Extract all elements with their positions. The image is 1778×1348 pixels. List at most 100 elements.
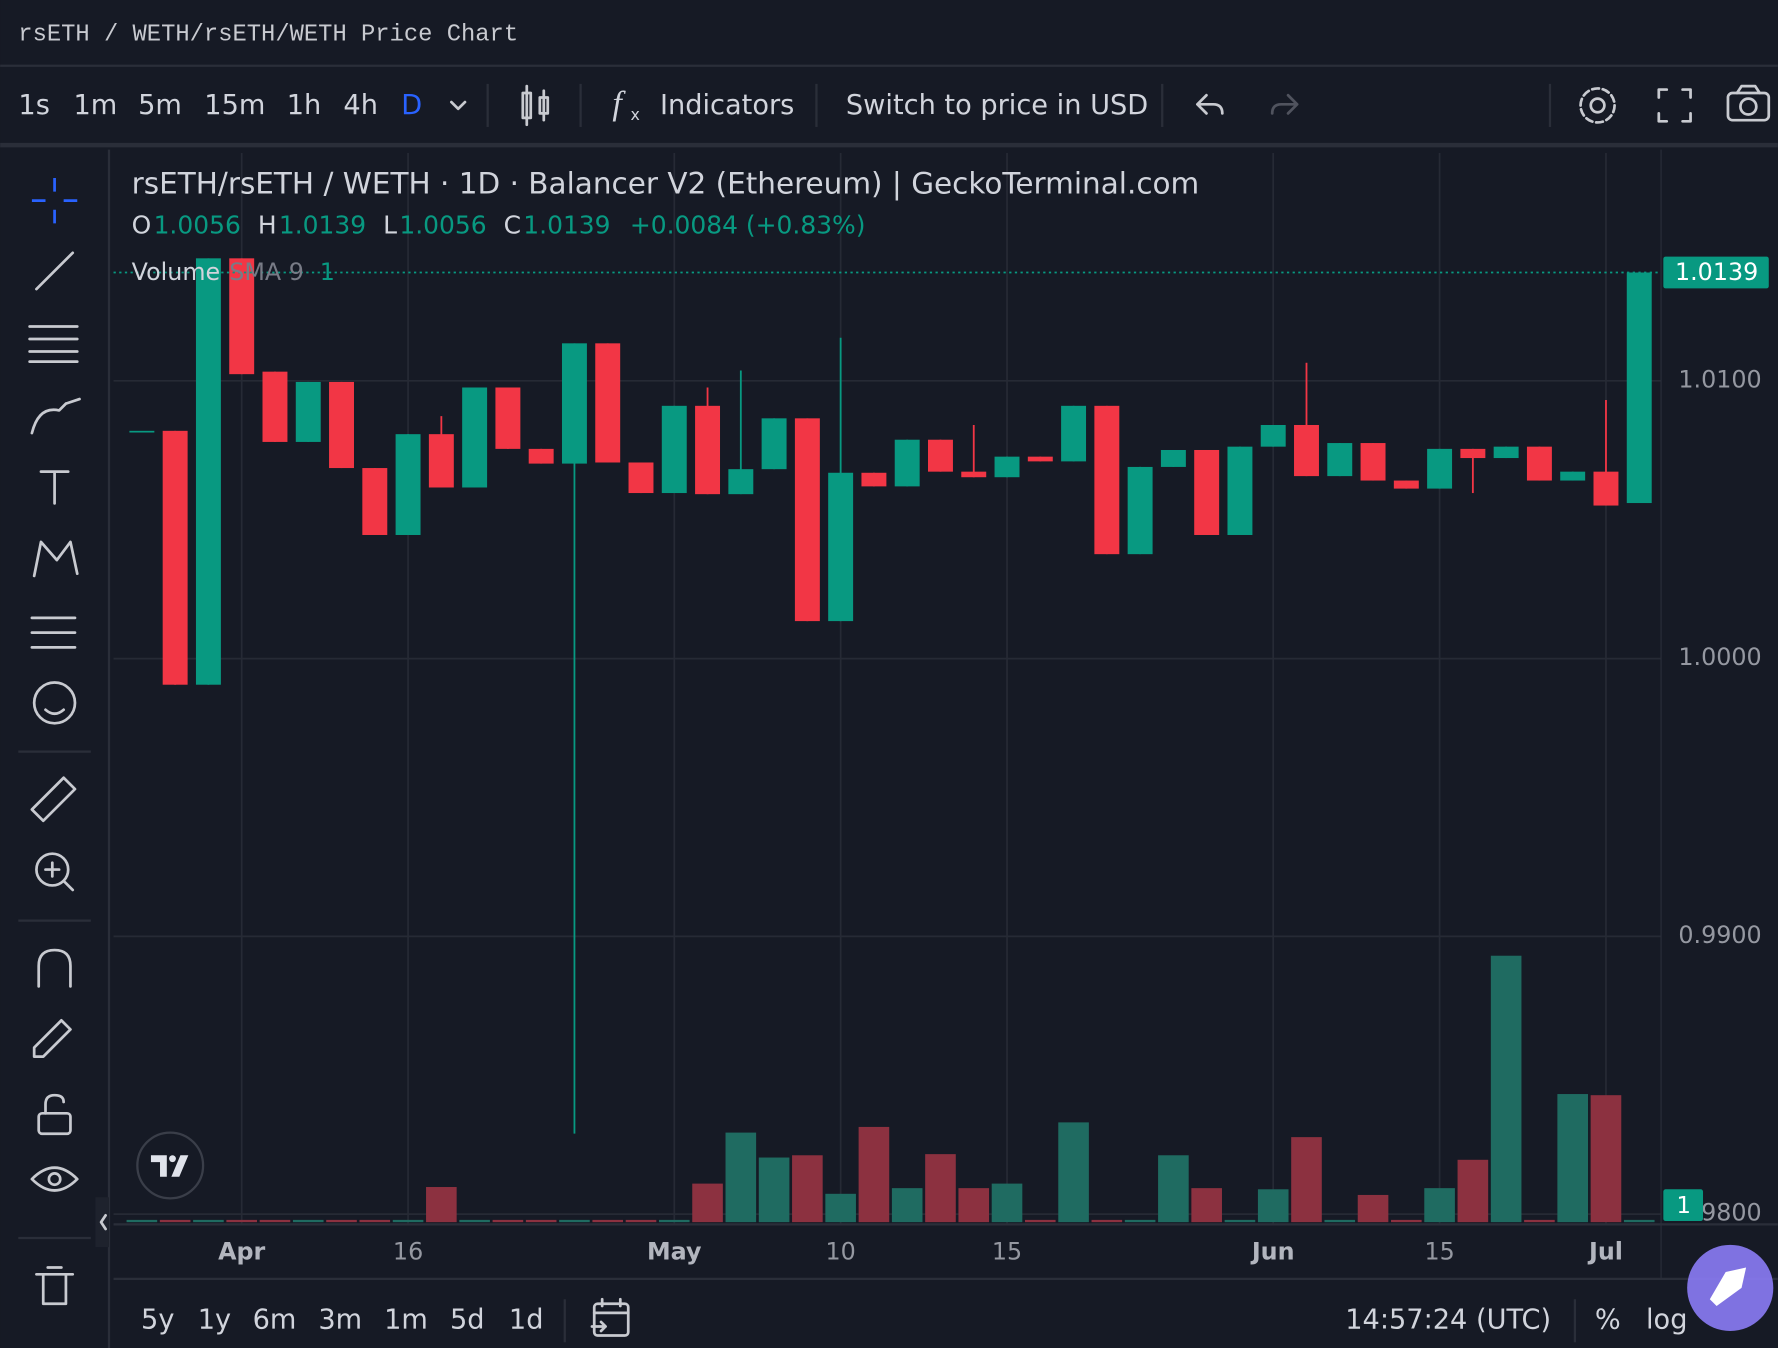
price-switch[interactable]: Switch to price in USD [846, 90, 1148, 121]
interval[interactable]: 15m [204, 90, 265, 121]
visibility-tool[interactable] [30, 1166, 79, 1192]
settings-button[interactable] [1579, 87, 1616, 124]
interval[interactable]: 1s [18, 90, 49, 121]
volume-bar [1324, 1219, 1356, 1223]
volume-bar [692, 1183, 723, 1223]
candle-body [994, 456, 1020, 478]
last-price-tag [1663, 256, 1769, 289]
x-tick-label: 16 [393, 1237, 423, 1265]
ohlc-key: H [258, 211, 277, 240]
range[interactable]: 1y [198, 1304, 231, 1335]
candle-body [1493, 446, 1519, 459]
log-toggle[interactable]: log [1646, 1304, 1687, 1335]
range[interactable]: 5y [141, 1304, 174, 1335]
chart-type-button[interactable] [521, 84, 550, 127]
indicators-button[interactable]: Indicators [660, 90, 794, 121]
percent-toggle[interactable]: % [1595, 1304, 1621, 1335]
range[interactable]: 3m [318, 1304, 362, 1335]
last-price-label: 1.0139 [1675, 258, 1758, 286]
tradingview-logo [136, 1131, 205, 1200]
magnet-tool[interactable] [37, 948, 72, 988]
candle-body [1327, 443, 1353, 477]
ohlc-value: 1.0139 [523, 211, 610, 240]
volume-bar [525, 1219, 557, 1223]
interval[interactable]: 4h [343, 90, 378, 121]
candle-body [761, 418, 787, 470]
candle-body [728, 469, 754, 495]
volume-bar [359, 1219, 391, 1223]
volume-bar [1590, 1095, 1622, 1223]
candle-body [1360, 443, 1386, 481]
collapse-arrow[interactable] [99, 1213, 107, 1231]
ruler-tool[interactable] [30, 776, 77, 823]
volume-bar [858, 1126, 890, 1223]
volume-bar [991, 1183, 1023, 1223]
zoom-tool[interactable] [35, 852, 75, 892]
volume-bar [292, 1219, 324, 1223]
lock-tool[interactable] [37, 1093, 72, 1136]
forecast-tool[interactable] [30, 616, 77, 649]
ohlc-key: O [132, 211, 152, 240]
range[interactable]: 6m [253, 1304, 297, 1335]
trend-line-tool[interactable] [35, 251, 75, 291]
candle-body [628, 462, 654, 494]
interval-dropdown[interactable] [450, 100, 467, 111]
plot [113, 258, 1662, 1223]
top-toolbar: 1s 1m 5m 15m 1h 4h D f x Indicators Swit… [18, 83, 1771, 127]
crosshair-tool[interactable] [31, 177, 78, 224]
candle-body [1160, 449, 1186, 467]
volume-bar [958, 1188, 990, 1223]
interval[interactable]: 5m [138, 90, 182, 121]
interval[interactable]: 1h [287, 90, 322, 121]
candle-body [1260, 424, 1286, 447]
candle-body [1094, 405, 1120, 555]
volume-name: Volume [132, 258, 221, 286]
range[interactable]: 1d [509, 1304, 544, 1335]
volume-bar [426, 1187, 457, 1223]
interval-active[interactable]: D [401, 90, 422, 121]
goto-date-button[interactable] [590, 1297, 630, 1337]
candle-body [828, 472, 854, 622]
volume-tag-label: 1 [1677, 1193, 1691, 1219]
undo-button[interactable] [1196, 93, 1224, 115]
interval[interactable]: 1m [73, 90, 117, 121]
candle-body [462, 387, 488, 488]
volume-bar [1524, 1219, 1555, 1223]
candle-body [561, 343, 587, 464]
range[interactable]: 1m [384, 1304, 428, 1335]
ohlc-change: +0.0084 (+0.83%) [630, 211, 866, 240]
volume-bar [1424, 1188, 1455, 1223]
candle-body [961, 471, 987, 478]
clock: 14:57:24 (UTC) [1345, 1304, 1551, 1335]
chart-title: rsETH/rsETH / WETH · 1D · Balancer V2 (E… [132, 166, 1200, 201]
fib-tool[interactable] [28, 325, 79, 364]
redo-button[interactable] [1270, 93, 1299, 115]
text-tool[interactable] [39, 470, 70, 505]
ohlc-legend: O 1.0056 H 1.0139 L 1.0056 C 1.0139 +0.0084 … [132, 211, 866, 240]
screenshot-button[interactable] [1726, 84, 1771, 122]
delete-tool[interactable] [35, 1266, 75, 1306]
brush-tool[interactable] [30, 397, 81, 435]
volume-bar [259, 1219, 291, 1223]
indicators-icon[interactable]: x [631, 105, 640, 124]
x-tick-label: 15 [992, 1237, 1022, 1265]
candle-body [229, 258, 255, 375]
candle-body [695, 405, 721, 495]
volume-bar [592, 1219, 624, 1223]
volume-bar [1291, 1137, 1322, 1223]
emoji-tool[interactable] [32, 681, 77, 725]
volume-bar [159, 1219, 191, 1223]
candle-body [129, 430, 155, 433]
pattern-tool[interactable] [32, 540, 79, 578]
candle-body [1294, 424, 1319, 477]
range[interactable]: 5d [450, 1304, 485, 1335]
volume-bar [1623, 1219, 1655, 1223]
volume-bar [1490, 955, 1522, 1223]
widget-badge[interactable] [1687, 1244, 1774, 1331]
candle-body [1227, 446, 1253, 535]
candle-body [195, 258, 221, 685]
volume-bar [1124, 1219, 1156, 1223]
volume-value: 1 [320, 258, 335, 286]
fullscreen-button[interactable] [1657, 88, 1692, 123]
lock-drawing-tool[interactable] [32, 1018, 72, 1058]
